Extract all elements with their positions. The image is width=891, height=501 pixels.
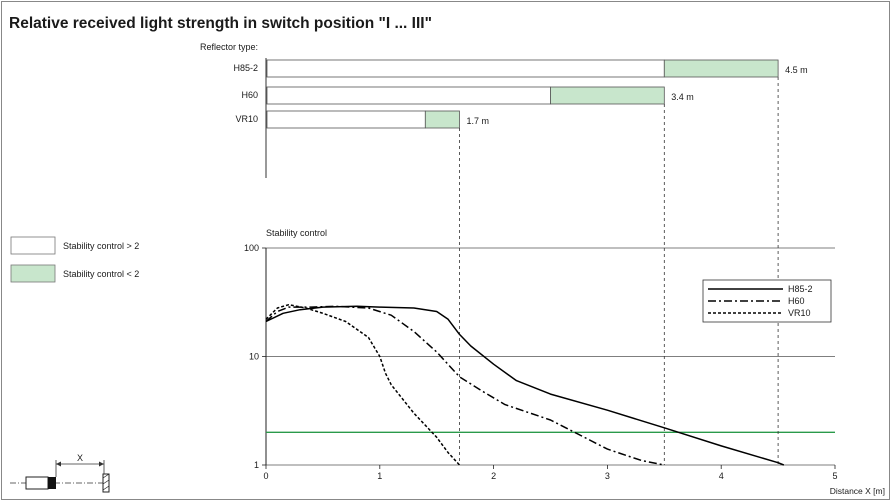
grid-lines <box>265 247 835 466</box>
series-legend-label: VR10 <box>788 308 811 318</box>
x-tick-label: 5 <box>832 471 837 481</box>
range-rows: H85-2 4.5 m H60 3.4 m VR10 1.7 m <box>233 59 808 129</box>
range-panel: Reflector type: H85-2 4.5 m H60 3.4 m VR10 1.… <box>200 42 808 178</box>
x-axis-label: Distance X [m] <box>830 486 885 496</box>
series-line-vr10 <box>265 303 461 466</box>
reflector-name: H60 <box>241 90 258 100</box>
reflector-icon <box>102 473 110 493</box>
range-marker-lines <box>459 77 779 465</box>
y-tick-label: 10 <box>249 352 259 362</box>
reflector-name: H85-2 <box>233 63 258 73</box>
y-axis-label: Stability control <box>266 228 327 238</box>
x-tick-label: 2 <box>491 471 496 481</box>
stability-legend-box-unstable <box>10 264 56 283</box>
x-tick-label: 4 <box>719 471 724 481</box>
y-tick-label: 1 <box>254 460 259 470</box>
chart-title: Relative received light strength in swit… <box>9 15 432 32</box>
stability-legend: Stability control > 2 Stability control … <box>10 236 139 283</box>
distance-x-label: X <box>77 453 83 463</box>
reflector-hatch <box>102 473 110 491</box>
x-tick-label: 1 <box>377 471 382 481</box>
series-legend-items: H85-2 H60 VR10 <box>708 284 813 318</box>
y-tick-label: 100 <box>244 243 259 253</box>
series-legend-label: H85-2 <box>788 284 813 294</box>
reflector-type-heading: Reflector type: <box>200 42 258 52</box>
series-line-h60 <box>265 305 665 466</box>
range-label: 4.5 m <box>785 65 808 75</box>
range-bar-stable <box>266 110 426 129</box>
distance-dim-arrows <box>56 461 104 467</box>
x-tick-label: 3 <box>605 471 610 481</box>
sensor-body <box>25 476 49 490</box>
stability-legend-box-stable <box>10 236 56 255</box>
range-label: 1.7 m <box>466 116 489 126</box>
series-line-h85-2 <box>265 305 785 466</box>
sensor-schematic: X <box>10 453 110 493</box>
range-bar-unstable <box>550 86 665 105</box>
range-bar-stable <box>266 86 551 105</box>
sensor-lens <box>48 477 56 489</box>
series-lines <box>265 303 785 466</box>
x-tick-label: 0 <box>263 471 268 481</box>
stability-legend-label-stable: Stability control > 2 <box>63 241 139 251</box>
range-bar-unstable <box>663 59 779 78</box>
series-legend: H85-2 H60 VR10 <box>702 279 832 323</box>
range-bar-unstable <box>424 110 460 129</box>
series-legend-label: H60 <box>788 296 805 306</box>
range-bar-stable <box>266 59 665 78</box>
reflector-name: VR10 <box>235 114 258 124</box>
range-label: 3.4 m <box>671 92 694 102</box>
stability-legend-label-unstable: Stability control < 2 <box>63 269 139 279</box>
